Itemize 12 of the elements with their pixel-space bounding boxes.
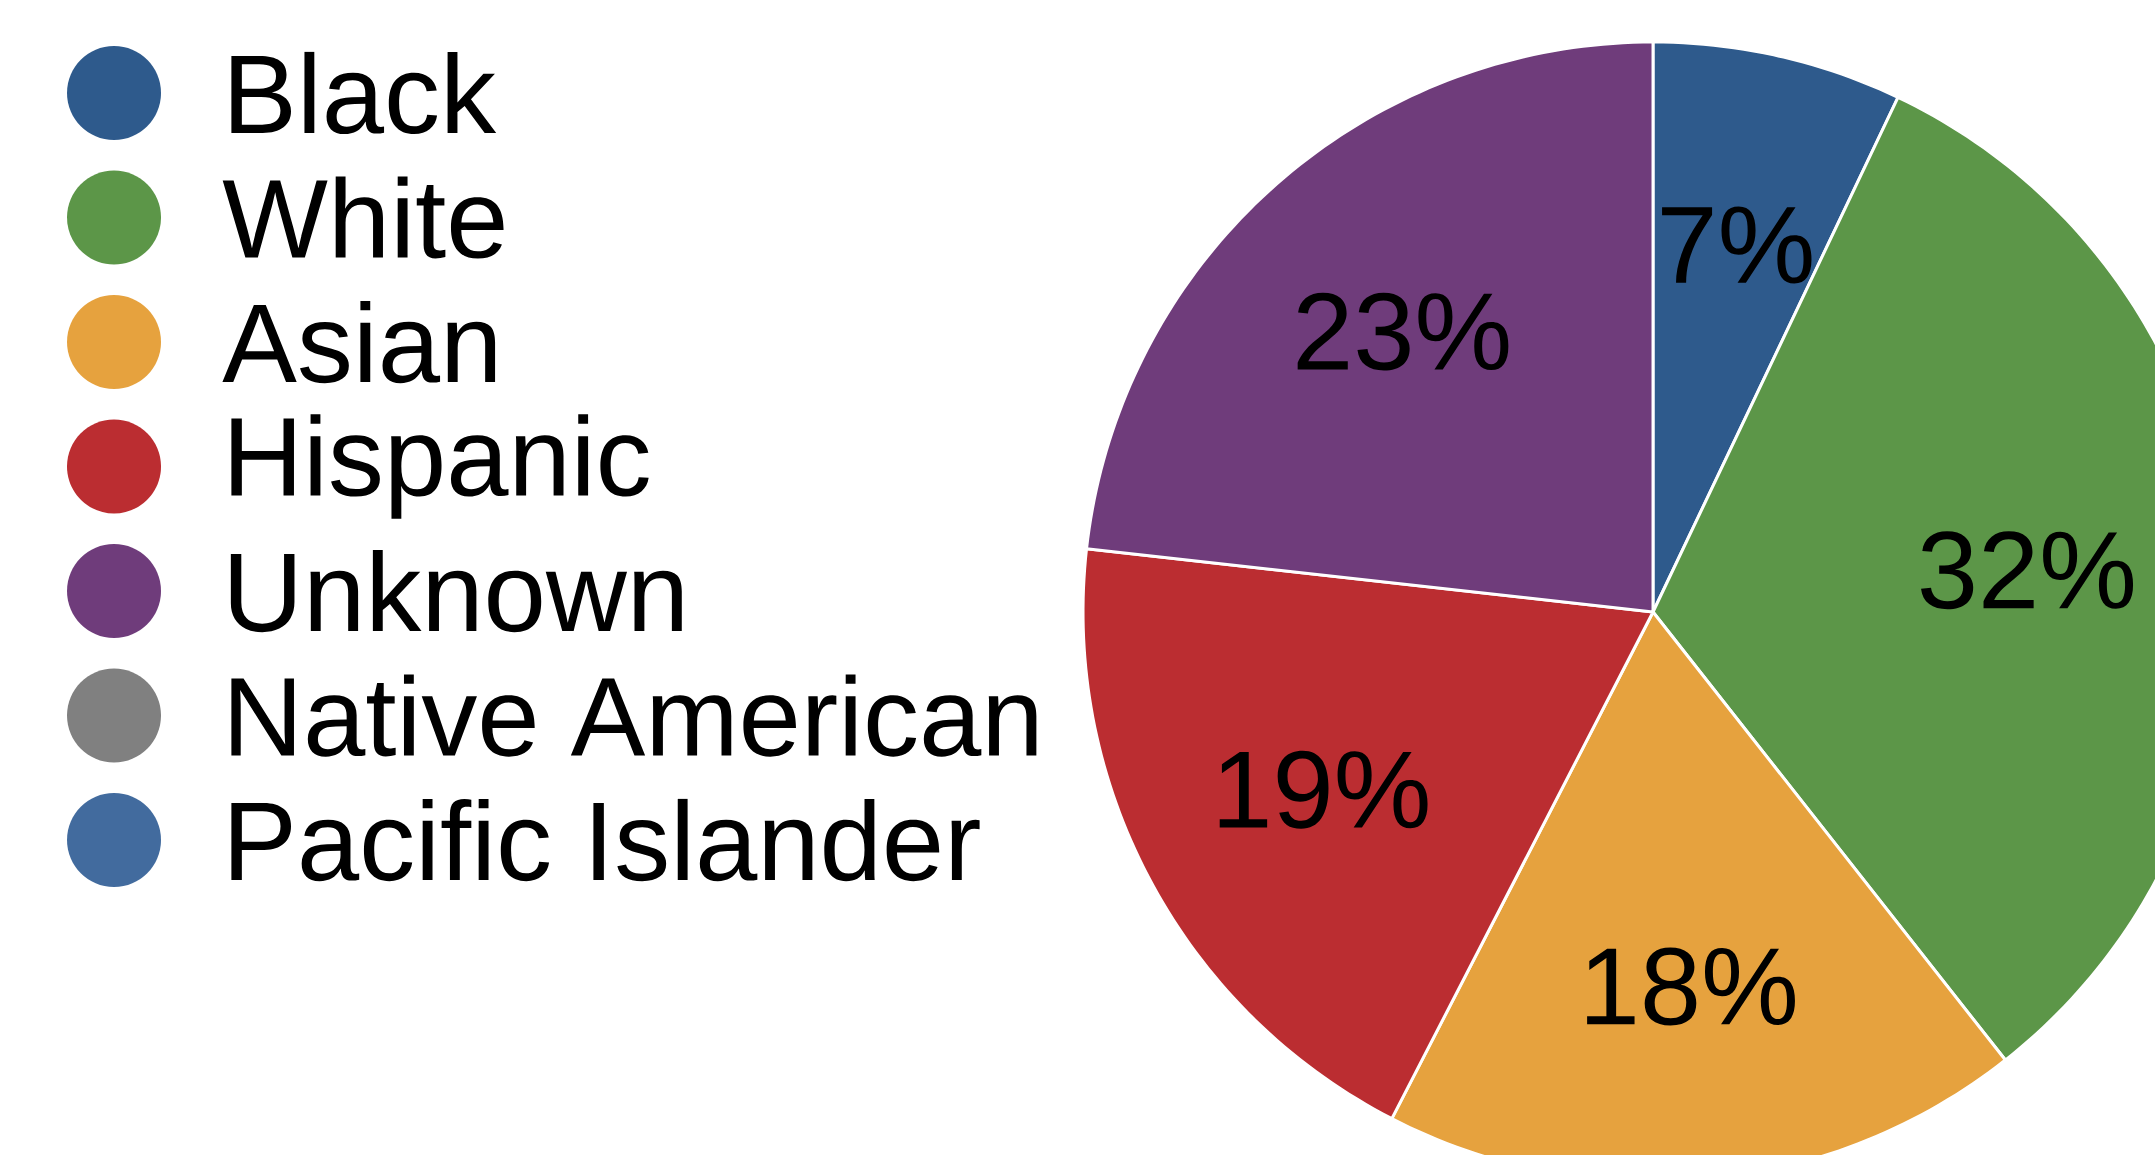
legend-label: White [222, 176, 504, 259]
data-label: 23% [1297, 292, 1509, 371]
data-label: 19% [1219, 750, 1428, 829]
data-label: 32% [1921, 531, 2134, 610]
legend-label: Asian [222, 300, 496, 384]
legend-label: Black [231, 51, 497, 135]
data-label: 7% [1662, 206, 1812, 284]
legend-label: Hispanic [231, 414, 649, 519]
legend-label: Native American [231, 674, 1037, 757]
data-label: 18% [1587, 947, 1795, 1026]
legend-label: Pacific Islander [231, 798, 980, 882]
legend-label: Unknown [230, 549, 682, 633]
